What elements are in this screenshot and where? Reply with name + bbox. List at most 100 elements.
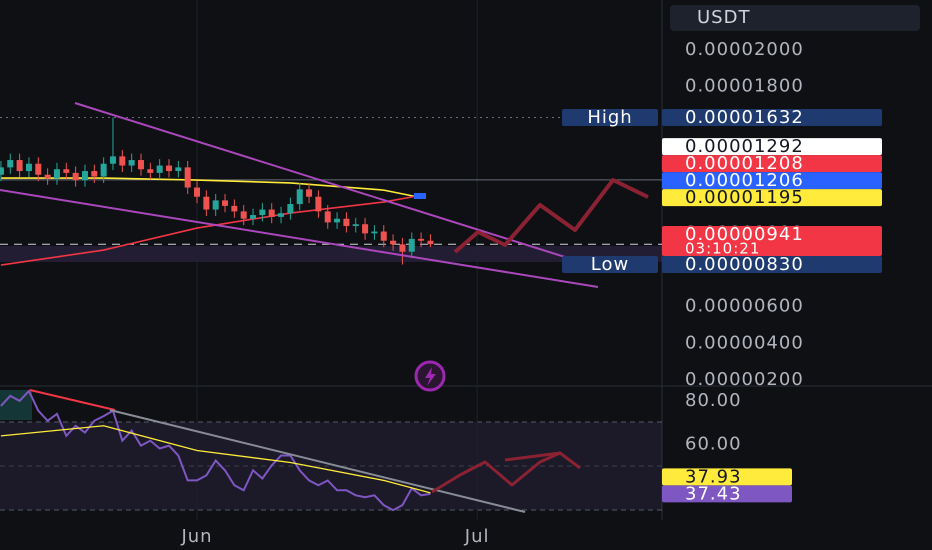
x-tick-label: Jun: [180, 526, 212, 547]
candle-body: [240, 211, 247, 219]
candle-body: [7, 160, 14, 168]
currency-box[interactable]: [670, 5, 920, 31]
candle-body: [306, 189, 313, 197]
candle-body: [203, 196, 210, 210]
candle-body: [408, 238, 415, 252]
drawings: [0, 102, 649, 513]
rsi-trendline: [109, 409, 526, 513]
candle-body: [81, 171, 88, 181]
candle-body: [324, 211, 331, 223]
candle-body: [100, 163, 107, 177]
price-marker: [662, 485, 792, 503]
y-tick-label: 80.00: [685, 390, 742, 411]
candle-body: [91, 171, 98, 177]
candle-body: [147, 169, 154, 173]
candle-body: [287, 204, 294, 214]
price-marker-label: 0.00001206: [685, 170, 804, 191]
price-marker-label: 0.00000830: [685, 254, 804, 275]
price-marker-label: 0.00001292: [685, 136, 804, 157]
candle-body: [380, 231, 387, 241]
candle-body: [175, 167, 182, 172]
y-tick-label: 0.00001800: [685, 76, 804, 97]
candle-body: [0, 167, 4, 175]
candle-body: [259, 209, 266, 216]
price-marker: [662, 256, 882, 274]
price-marker-label: 0.00000941: [685, 224, 804, 245]
rsi-overbought-shade: [0, 390, 32, 420]
price-marker-label: 0.00001195: [685, 187, 804, 208]
candle-body: [35, 163, 42, 175]
candle-body: [194, 187, 201, 197]
candle-body: [212, 200, 219, 210]
candle-body: [109, 156, 116, 164]
candle-body: [166, 165, 173, 172]
candle-body: [72, 172, 79, 181]
price-marker: [662, 468, 792, 486]
price-marker-label: 0.00001632: [685, 107, 804, 128]
trendline: [0, 189, 599, 288]
candle-body: [16, 160, 23, 172]
candle-body: [137, 160, 144, 170]
candle-body: [63, 169, 70, 173]
candle-body: [119, 156, 126, 166]
y-tick-label: 0.00000600: [685, 296, 804, 317]
candle-body: [362, 224, 369, 234]
candle-body: [371, 231, 378, 234]
projection-arrow: [453, 178, 649, 254]
candle-body: [352, 224, 359, 227]
rsi-projection-arrow: [504, 451, 561, 462]
price-marker-label: 0.00001208: [685, 153, 804, 174]
countdown: 03:10:21: [685, 240, 760, 258]
price-marker-name-box: [562, 256, 658, 274]
price-marker-name-box: [562, 109, 658, 127]
price-marker: [662, 189, 882, 207]
candle-body: [343, 218, 350, 227]
candle-body: [390, 240, 397, 245]
candle-body: [399, 244, 406, 252]
candle-body: [315, 196, 322, 212]
y-tick-label: 0.00002000: [685, 39, 804, 60]
marks: [0, 117, 434, 512]
currency: USDT: [697, 7, 750, 28]
candle-body: [222, 200, 229, 206]
candle-body: [156, 165, 163, 173]
price-marker-name: High: [587, 107, 632, 128]
price-marker: [662, 155, 882, 173]
candle-body: [418, 238, 425, 241]
candle-body: [25, 163, 32, 172]
labels: 0.000020000.000018000.000010000.00000600…: [180, 39, 882, 547]
candle-body: [184, 167, 191, 188]
candle-body: [128, 160, 135, 166]
y-tick-label: 0.00000200: [685, 369, 804, 390]
candle-body: [427, 240, 434, 245]
candle-body: [231, 205, 238, 212]
candle-body: [278, 213, 285, 217]
y-tick-label: 0.00000400: [685, 332, 804, 353]
price-band: [0, 246, 662, 262]
x-tick-label: Jul: [464, 526, 490, 547]
candle-body: [44, 174, 51, 179]
price-marker-name: Low: [591, 254, 629, 275]
grid: [0, 0, 662, 520]
candle-body: [296, 189, 303, 205]
price-marker: [662, 138, 882, 156]
candle-body: [53, 169, 60, 179]
rsi-trendline: [29, 389, 116, 411]
event-icon-bolt: [425, 367, 436, 386]
candle-body: [250, 215, 257, 219]
price-marker: [662, 172, 882, 190]
trendline: [74, 102, 601, 269]
price-marker-label: 37.43: [685, 483, 742, 504]
price-marker-label: 37.93: [685, 466, 742, 487]
candle-body: [334, 218, 341, 223]
layout: USDT: [0, 0, 932, 520]
price-marker: [662, 226, 882, 257]
candle-body: [268, 209, 275, 217]
alert-marker[interactable]: [414, 193, 426, 199]
price-marker: [662, 109, 882, 127]
rsi-line: [0, 425, 431, 494]
